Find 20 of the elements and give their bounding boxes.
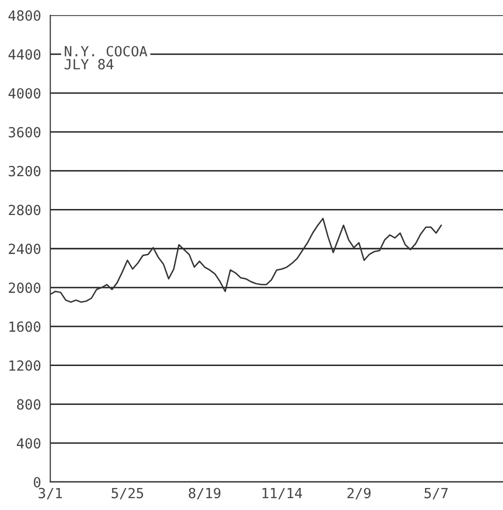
x-tick-label: 5/25 bbox=[112, 488, 144, 500]
x-tick-label: 8/19 bbox=[188, 488, 220, 500]
x-tick-label: 11/14 bbox=[262, 488, 302, 500]
y-tick-label: 3600 bbox=[8, 126, 40, 138]
y-tick-label: 1600 bbox=[9, 321, 40, 332]
text: N.Y. COCOA JLY 84 bbox=[64, 46, 148, 70]
y-tick-label: 4800 bbox=[8, 10, 40, 21]
y-tick-label: 4000 bbox=[8, 88, 40, 99]
y-tick-label: 2000 bbox=[8, 282, 40, 294]
x-tick-label: 5/7 bbox=[424, 488, 448, 500]
y-tick-label: 3200 bbox=[8, 166, 40, 176]
x-tick-label: 3/1 bbox=[38, 488, 62, 500]
x-tick-label: 2/9 bbox=[347, 488, 371, 500]
y-tick-label: 1200 bbox=[9, 360, 40, 371]
y-tick-label: 2400 bbox=[8, 244, 40, 254]
y-tick-label: 0 bbox=[34, 476, 40, 488]
y-tick-label: 2800 bbox=[8, 204, 40, 216]
y-tick-label: 400 bbox=[16, 438, 40, 449]
y-tick-label: 4400 bbox=[8, 49, 40, 60]
y-tick-label: 800 bbox=[17, 399, 40, 410]
